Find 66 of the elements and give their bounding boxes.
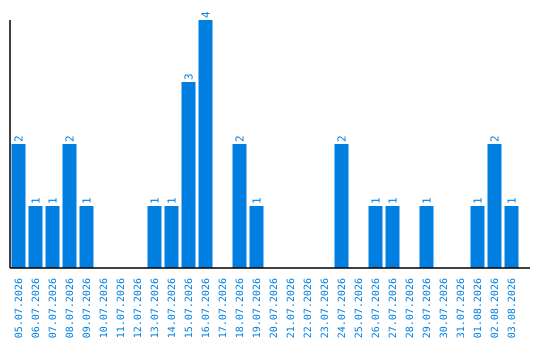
x-tick-label: 06.07.2026 (31, 278, 42, 338)
bar (386, 206, 400, 268)
x-tick-label: 01.08.2026 (473, 278, 484, 338)
x-tick-label: 14.07.2026 (167, 278, 178, 338)
data-label: 2 (233, 135, 246, 142)
data-label: 2 (335, 135, 348, 142)
x-tick-label: 26.07.2026 (371, 278, 382, 338)
x-tick-label: 22.07.2026 (303, 278, 314, 338)
data-label: 4 (199, 11, 212, 18)
bar (504, 206, 518, 268)
data-label: 2 (63, 135, 76, 142)
bar (80, 206, 94, 268)
bar (182, 82, 196, 268)
bar (232, 144, 246, 268)
x-tick-label: 29.07.2026 (422, 278, 433, 338)
x-tick-label: 08.07.2026 (65, 278, 76, 338)
x-tick-label: 19.07.2026 (252, 278, 263, 338)
data-label: 1 (250, 197, 264, 204)
data-label: 2 (12, 135, 26, 142)
bar (12, 144, 26, 268)
x-tick-label: 11.07.2026 (116, 278, 127, 338)
data-label: 3 (182, 73, 196, 80)
data-label: 2 (488, 135, 502, 142)
x-tick-label: 10.07.2026 (99, 278, 110, 338)
x-tick-label: 25.07.2026 (354, 278, 365, 338)
x-tick-label: 27.07.2026 (388, 278, 399, 338)
bar (488, 144, 502, 268)
x-tick-label: 13.07.2026 (150, 278, 161, 338)
data-label: 1 (80, 197, 94, 204)
bar (46, 206, 60, 268)
bar (334, 144, 348, 268)
data-label: 1 (471, 197, 484, 204)
bar (250, 206, 264, 268)
x-tick-label: 23.07.2026 (320, 278, 331, 338)
data-label: 1 (369, 197, 382, 204)
data-label: 1 (386, 197, 400, 204)
bar (28, 206, 42, 268)
x-tick-label: 16.07.2026 (201, 278, 212, 338)
x-tick-label: 31.07.2026 (456, 278, 467, 338)
x-tick-label: 28.07.2026 (405, 278, 416, 338)
x-tick-label: 18.07.2026 (235, 278, 246, 338)
data-label: 1 (420, 197, 434, 204)
bar (148, 206, 162, 268)
x-tick-label: 02.08.2026 (490, 278, 501, 338)
bar (198, 20, 212, 268)
data-label: 1 (505, 197, 518, 204)
x-tick-label: 15.07.2026 (184, 278, 195, 338)
x-tick-label: 09.07.2026 (82, 278, 93, 338)
x-tick-label: 12.07.2026 (133, 278, 144, 338)
x-tick-label: 17.07.2026 (218, 278, 229, 338)
x-tick-label: 03.08.2026 (507, 278, 518, 338)
x-tick-label: 05.07.2026 (14, 278, 25, 338)
bar (470, 206, 484, 268)
bar (368, 206, 382, 268)
x-tick-label: 30.07.2026 (439, 278, 450, 338)
bar (164, 206, 178, 268)
x-tick-label: 21.07.2026 (286, 278, 297, 338)
bar (62, 144, 76, 268)
x-tick-label: 07.07.2026 (48, 278, 59, 338)
bar (420, 206, 434, 268)
x-tick-label: 20.07.2026 (269, 278, 280, 338)
data-label: 1 (29, 197, 42, 204)
x-tick-label: 24.07.2026 (337, 278, 348, 338)
data-label: 1 (148, 197, 162, 204)
data-label: 1 (165, 197, 178, 204)
data-label: 1 (46, 197, 60, 204)
